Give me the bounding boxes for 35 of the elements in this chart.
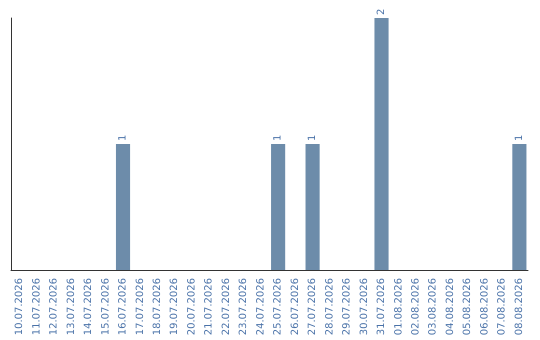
- x-tick-label: 13.07.2026: [66, 278, 77, 336]
- x-tick-label: 20.07.2026: [186, 278, 198, 336]
- x-tick-label: 29.07.2026: [342, 278, 353, 336]
- x-tick-label: 25.07.2026: [272, 278, 284, 336]
- x-tick-label: 08.08.2026: [514, 278, 525, 336]
- x-tick-label: 01.08.2026: [393, 278, 404, 336]
- data-label: 1: [272, 134, 284, 141]
- x-tick-label: 19.07.2026: [169, 278, 180, 336]
- x-tick-label: 05.08.2026: [462, 278, 474, 336]
- x-tick-label: 26.07.2026: [290, 278, 301, 336]
- x-tick-label: 03.08.2026: [428, 278, 439, 336]
- x-tick-label: 21.07.2026: [204, 278, 215, 336]
- x-tick-label: 15.07.2026: [100, 278, 112, 336]
- x-tick-label: 30.07.2026: [358, 278, 370, 336]
- x-tick-label: 02.08.2026: [410, 278, 422, 336]
- data-label: 1: [118, 134, 129, 141]
- data-label: 1: [307, 134, 318, 141]
- x-tick-label: 16.07.2026: [118, 278, 129, 336]
- x-tick-label: 27.07.2026: [307, 278, 318, 336]
- x-tick-label: 24.07.2026: [255, 278, 266, 336]
- x-tick-label: 22.07.2026: [220, 278, 232, 336]
- data-label: 1: [514, 134, 525, 141]
- x-tick-label: 18.07.2026: [152, 278, 163, 336]
- x-tick-label: 14.07.2026: [83, 278, 94, 336]
- x-tick-label: 10.07.2026: [14, 278, 26, 336]
- x-tick-label: 17.07.2026: [134, 278, 146, 336]
- x-tick-label: 04.08.2026: [444, 278, 456, 336]
- x-tick-label: 28.07.2026: [324, 278, 336, 336]
- x-tick-label: 23.07.2026: [238, 278, 250, 336]
- x-tick-label: 12.07.2026: [48, 278, 60, 336]
- x-tick-label: 31.07.2026: [376, 278, 388, 336]
- x-tick-label: 11.07.2026: [31, 278, 42, 336]
- data-label: 2: [376, 8, 388, 15]
- x-tick-label: 07.08.2026: [496, 278, 508, 336]
- x-tick-label: 06.08.2026: [479, 278, 490, 336]
